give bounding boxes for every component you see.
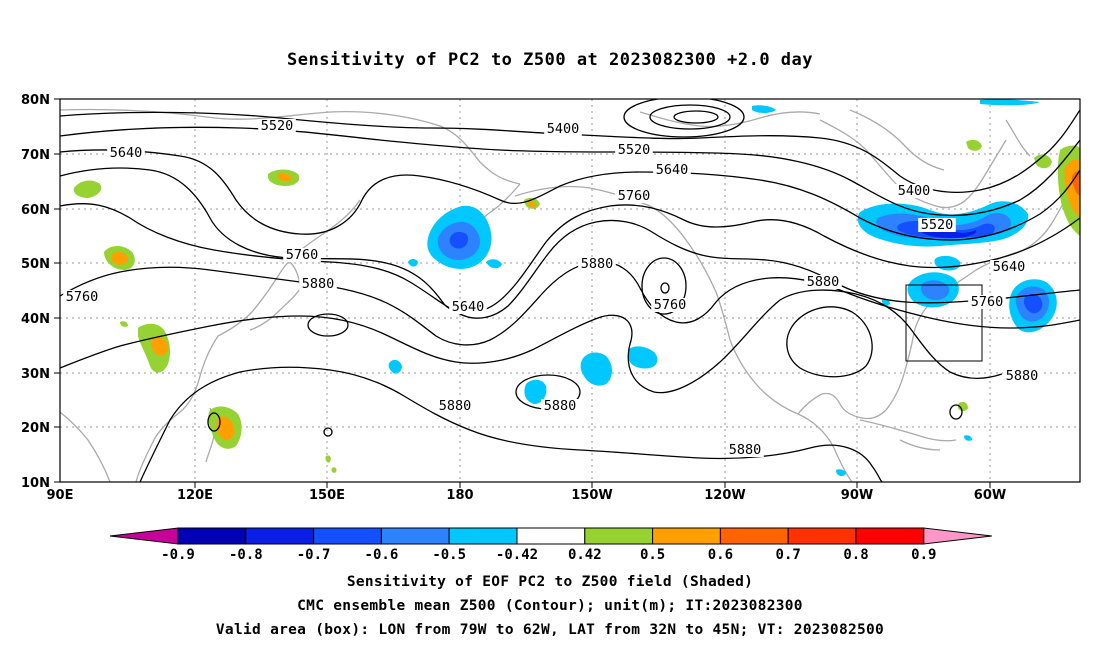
colorbar-tick-label: 0.9 [911, 547, 936, 563]
lat-tick-label: 20N [21, 421, 50, 436]
colorbar-segment [516, 527, 586, 545]
colorbar-tick-label: -0.9 [161, 547, 195, 563]
lon-tick-label: 180 [446, 488, 473, 503]
lon-tick-label: 120E [177, 488, 213, 503]
lon-axis: 90E 120E 150E 180 150W 120W 90W 60W [47, 488, 1007, 503]
colorbar-tick-label: 0.5 [640, 547, 665, 563]
lat-tick-label: 50N [21, 257, 50, 272]
contour-label-bg [990, 260, 1028, 274]
contour-label: 5520 [921, 217, 954, 233]
colorbar-tick-label: -0.42 [496, 547, 538, 563]
contour-label-bg [918, 218, 956, 232]
lon-tick-label: 90W [841, 488, 873, 503]
map-frame [59, 98, 1081, 483]
colorbar-tick-label: -0.8 [229, 547, 263, 563]
contour-label-bg [578, 257, 616, 271]
contour-label-bg [258, 119, 296, 133]
contour-label: 5400 [898, 183, 931, 199]
colorbar-segment [584, 527, 654, 545]
contour-label-bg [968, 295, 1006, 309]
contour-label: 5760 [971, 294, 1004, 310]
contour-label: 5760 [618, 188, 651, 204]
contour-label: 5400 [547, 121, 580, 137]
colorbar-segment [448, 527, 518, 545]
colorbar-tick-label: -0.7 [297, 547, 331, 563]
colorbar-arrow-low [109, 527, 179, 545]
colorbar-segment [313, 527, 382, 545]
contour-label: 5640 [110, 145, 143, 161]
contour-labels: 5520 5640 5400 5520 5640 5760 5400 5520 5640 5760… [63, 118, 1041, 458]
contour-label-bg [107, 146, 145, 160]
contour-label: 5640 [993, 259, 1026, 275]
lon-tick-label: 90E [47, 488, 74, 503]
lat-tick-label: 40N [21, 312, 50, 327]
colorbar-segment [177, 527, 247, 545]
contour-label: 5760 [654, 297, 687, 313]
lat-tick-label: 80N [21, 93, 50, 108]
contour-label-bg [726, 443, 764, 457]
colorbar-tick-label: 0.8 [843, 547, 868, 563]
sensitivity-shading [73, 99, 1080, 477]
colorbar-tick-label: -0.5 [432, 547, 466, 563]
contour-label: 5520 [618, 142, 651, 158]
contour-label: 5880 [302, 276, 335, 292]
lon-tick-label: 60W [974, 488, 1006, 503]
colorbar: -0.9 -0.8 -0.7 -0.6 -0.5 -0.42 0.42 0.5 0.6 0.7 0.… [109, 527, 992, 563]
contour-label-bg [615, 143, 653, 157]
contour-label: 5640 [452, 299, 485, 315]
contour-label-bg [449, 300, 487, 314]
colorbar-segment [855, 527, 925, 545]
contour-label: 5880 [729, 442, 762, 458]
lon-tick-label: 150E [309, 488, 345, 503]
contour-label-bg [615, 189, 653, 203]
contour-label-bg [651, 298, 689, 312]
colorbar-segment [245, 527, 315, 545]
colorbar-segment [380, 527, 450, 545]
colorbar-tick-label: 0.6 [708, 547, 733, 563]
contour-label: 5760 [286, 247, 319, 263]
lat-tick-label: 60N [21, 203, 50, 218]
contour-label: 5880 [581, 256, 614, 272]
lon-tick-label: 120W [704, 488, 745, 503]
contour-label: 5880 [439, 398, 472, 414]
colorbar-tick-label: 0.42 [568, 547, 602, 563]
contour-label: 5640 [656, 162, 689, 178]
contour-label: 5880 [807, 274, 840, 290]
colorbar-segment [652, 527, 721, 545]
valid-area-box [905, 284, 983, 362]
contour-label-bg [63, 290, 101, 304]
colorbar-tick-label: -0.6 [365, 547, 399, 563]
lat-tick-label: 70N [21, 148, 50, 163]
contour-label-bg [895, 184, 933, 198]
lat-axis: 80N 70N 60N 50N 40N 30N 20N 10N [21, 93, 50, 491]
contour-label-bg [653, 163, 691, 177]
caption-line-2: CMC ensemble mean Z500 (Contour); unit(m… [297, 598, 803, 614]
contour-label-bg [544, 122, 582, 136]
tick-marks [54, 98, 991, 488]
contour-label-bg [299, 277, 337, 291]
contour-label-bg [283, 248, 321, 262]
contour-label-bg [804, 275, 842, 289]
contour-label: 5880 [1006, 368, 1039, 384]
colorbar-segment [719, 527, 789, 545]
lon-tick-label: 150W [571, 488, 612, 503]
lat-tick-label: 30N [21, 367, 50, 382]
contour-label: 5760 [66, 289, 99, 305]
contour-label: 5880 [544, 398, 577, 414]
contour-label-bg [541, 399, 579, 413]
contour-label-bg [436, 399, 474, 413]
colorbar-segment [787, 527, 857, 545]
caption-line-1: Sensitivity of EOF PC2 to Z500 field (Sh… [346, 574, 754, 590]
lat-tick-label: 10N [21, 476, 50, 491]
coastlines [60, 108, 1071, 482]
caption-line-3: Valid area (box): LON from 79W to 62W, L… [215, 622, 885, 638]
colorbar-tick-label: 0.7 [776, 547, 801, 563]
contour-label: 5520 [261, 118, 294, 134]
contour-label-bg [1003, 369, 1041, 383]
colorbar-arrow-high [923, 527, 992, 545]
chart-title: Sensitivity of PC2 to Z500 at 2023082300… [286, 50, 813, 70]
